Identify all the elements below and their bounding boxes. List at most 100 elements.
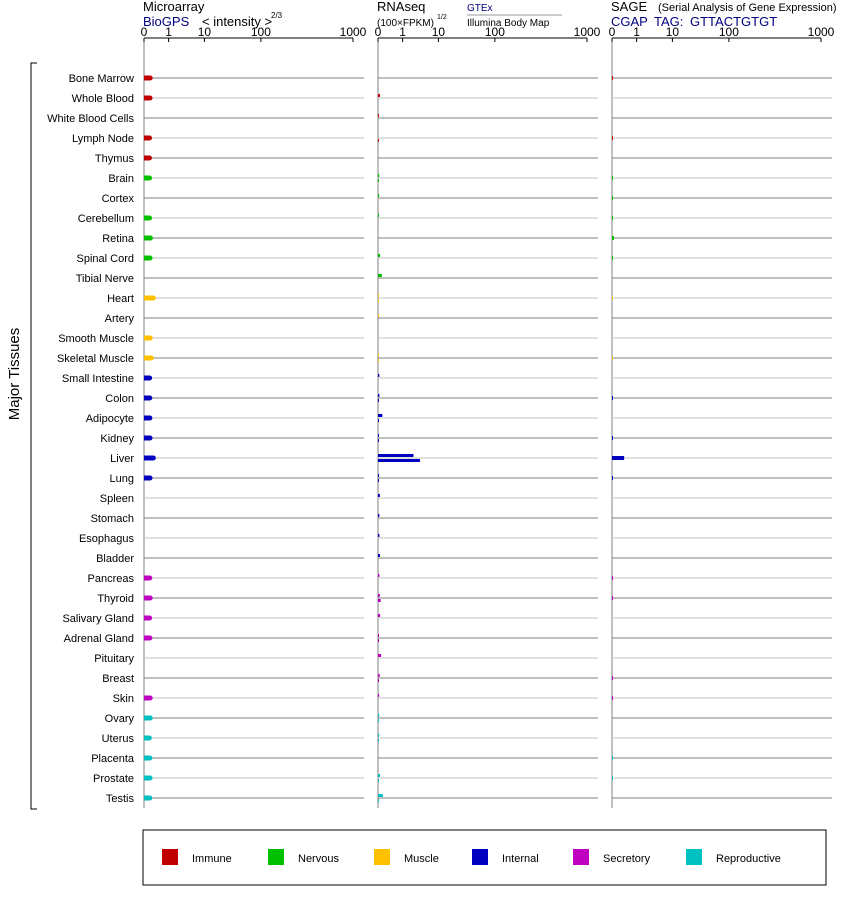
panel-0-bar-cap-retina <box>147 235 153 241</box>
microarray-scale-label: < intensity > <box>202 14 272 29</box>
panel-2-series-0-bar-heart <box>612 296 613 300</box>
panel-2-series-0-bar-skeletal-muscle <box>612 356 613 360</box>
tissue-label-spinal-cord: Spinal Cord <box>77 253 134 265</box>
panel-2-series-0-bar-spinal-cord <box>612 256 613 260</box>
legend: Immune Nervous Muscle Internal Secretory Repr… <box>162 849 781 865</box>
panel-1-series-1-bar-adipocyte <box>378 419 379 422</box>
panel-0-bar-cap-small-intestine <box>147 375 153 381</box>
panel-0-bar-cap-liver <box>150 455 156 461</box>
panel-1-series-0-bar-testis <box>378 794 383 797</box>
legend-label-reproductive: Reproductive <box>716 853 781 865</box>
tissue-label-artery: Artery <box>105 313 135 325</box>
panel-0-series-0-bar-kidney <box>144 435 151 441</box>
panel-0-bar-cap-bone-marrow <box>147 75 153 81</box>
tissue-bracket <box>30 62 37 810</box>
y-axis-label: Major Tissues <box>6 328 23 421</box>
panel-1-series-1-bar-ovary <box>378 719 379 722</box>
panel-2-series-0-bar-prostate <box>612 776 613 780</box>
panel-1-tick-label-1000: 1000 <box>574 25 601 39</box>
panel-0-series-0-bar-whole-blood <box>144 95 151 101</box>
tissue-label-adrenal-gland: Adrenal Gland <box>64 633 134 645</box>
panel-0-bar-cap-lung <box>147 475 153 481</box>
panel-0-tick-label-1000: 1000 <box>340 25 367 39</box>
panel-1-series-1-bar-colon <box>378 399 379 402</box>
panel-1-series-1-bar-kidney <box>378 439 379 442</box>
panel-0-bar-cap-adipocyte <box>147 415 153 421</box>
panel-0-series-0-bar-colon <box>144 395 150 401</box>
tissue-label-cortex: Cortex <box>102 193 135 205</box>
panel-1-series-1-bar-testis <box>378 799 379 802</box>
legend-swatch-secretory <box>573 849 589 865</box>
legend-swatch-immune <box>162 849 178 865</box>
rnaseq-scale-label: (100×FPKM) <box>377 18 434 29</box>
panel-0-series-0-bar-spinal-cord <box>144 255 151 261</box>
panel-0-series-0-bar-salivary-gland <box>144 615 150 621</box>
panel-2-series-0-bar-skin <box>612 696 613 700</box>
panel-0-bar-cap-salivary-gland <box>147 615 153 621</box>
tissue-label-thymus: Thymus <box>95 153 135 165</box>
panel-1-series-0-bar-heart <box>378 294 379 297</box>
tissue-label-colon: Colon <box>105 393 134 405</box>
rnaseq-title: RNAseq <box>377 0 425 14</box>
panel-0-bar-cap-adrenal-gland <box>147 635 153 641</box>
panel-0-series-0-bar-testis <box>144 795 150 801</box>
panel-2-series-0-bar-pancreas <box>612 576 613 580</box>
panel-1-series-1-bar-skeletal-muscle <box>378 359 379 362</box>
tissue-label-salivary-gland: Salivary Gland <box>62 613 134 625</box>
major-tissues-axis: Major Tissues <box>6 62 37 810</box>
panel-0-bar-cap-brain <box>147 175 153 181</box>
panel-1-series-0-bar-kidney <box>378 434 380 437</box>
panel-2-series-0-bar-lung <box>612 476 613 480</box>
panel-0-bar-cap-spinal-cord <box>147 255 153 261</box>
panel-1-series-0-bar-pituitary <box>378 654 382 657</box>
legend-swatch-reproductive <box>686 849 702 865</box>
panel-2-series-0-bar-brain <box>612 176 613 180</box>
panel-2-tick-label-1000: 1000 <box>808 25 835 39</box>
rnaseq-subtitle-illumina: Illumina Body Map <box>467 18 550 29</box>
panel-0-series-0-bar-lung <box>144 475 151 481</box>
panel-0-series-0-bar-small-intestine <box>144 375 150 381</box>
tissue-label-thyroid: Thyroid <box>97 593 134 605</box>
panel-1-series-0-bar-esophagus <box>378 534 380 537</box>
panel-2-series-0-bar-placenta <box>612 756 613 760</box>
tissue-label-whole-blood: Whole Blood <box>72 93 134 105</box>
panel-1-series-0-bar-tibial-nerve <box>378 274 382 277</box>
panel-2-tick-label-1: 1 <box>633 25 640 39</box>
tissue-label-kidney: Kidney <box>100 433 134 445</box>
panel-0-series-0-bar-cerebellum <box>144 215 150 221</box>
rnaseq-panel: 0 1 10 100 1000 <box>375 25 601 808</box>
sage-subtitle: CGAP <box>611 14 648 29</box>
panel-1-series-1-bar-lung <box>378 479 379 482</box>
tissue-label-skin: Skin <box>113 693 134 705</box>
tissue-label-retina: Retina <box>102 233 135 245</box>
panel-1-series-0-bar-colon <box>378 394 380 397</box>
panel-1-series-0-bar-pancreas <box>378 574 380 577</box>
panel-2-tick-label-10: 10 <box>666 25 680 39</box>
tissue-label-stomach: Stomach <box>91 513 134 525</box>
panel-0-series-0-bar-adipocyte <box>144 415 150 421</box>
panel-0-bar-cap-skeletal-muscle <box>148 355 154 361</box>
panel-1-tick-label-100: 100 <box>485 25 505 39</box>
panel-0-series-0-bar-brain <box>144 175 150 181</box>
panel-2-series-0-bar-thyroid <box>612 596 613 600</box>
panel-0-series-0-bar-skeletal-muscle <box>144 355 152 361</box>
panel-0-bar-cap-cerebellum <box>147 215 153 221</box>
panel-1-series-1-bar-prostate <box>378 779 379 782</box>
panel-0-bar-cap-uterus <box>146 735 152 741</box>
tissue-label-liver: Liver <box>110 453 134 465</box>
panel-0-series-0-bar-placenta <box>144 755 150 761</box>
panel-2-series-0-bar-breast <box>612 676 613 680</box>
panel-2-series-0-bar-lymph-node <box>612 136 613 140</box>
panel-2-series-0-bar-kidney <box>612 436 613 440</box>
panel-0-bar-cap-smooth-muscle <box>147 335 153 341</box>
legend-swatch-muscle <box>374 849 390 865</box>
panel-2-series-0-bar-colon <box>612 396 613 400</box>
panel-0-series-0-bar-pancreas <box>144 575 150 581</box>
legend-label-internal: Internal <box>502 853 539 865</box>
rnaseq-subtitle-gtex: GTEx <box>467 3 493 14</box>
tissue-label-lung: Lung <box>110 473 134 485</box>
panel-0-bar-cap-whole-blood <box>147 95 153 101</box>
tissue-label-pituitary: Pituitary <box>94 653 134 665</box>
panel-1-series-0-bar-spinal-cord <box>378 254 381 257</box>
